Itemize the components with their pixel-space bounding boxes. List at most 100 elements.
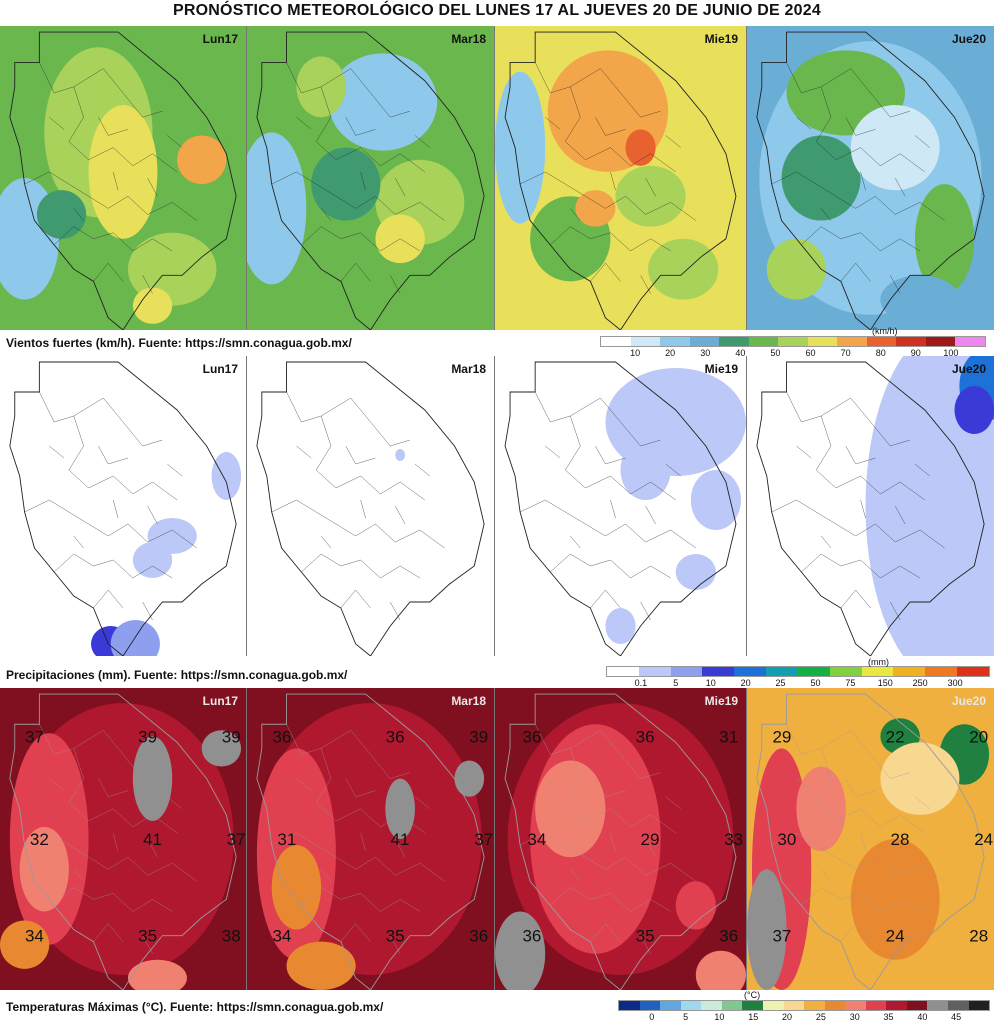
legend-tick-label: 100 — [943, 348, 959, 358]
precip-color-bar — [606, 666, 990, 677]
legend-swatch — [957, 667, 989, 676]
map-canvas — [747, 26, 994, 330]
temp-value-label: 39 — [222, 727, 241, 746]
map-canvas — [495, 356, 746, 656]
legend-swatch — [807, 337, 838, 346]
legend-tick-label: 150 — [877, 678, 893, 688]
temp-value-label: 35 — [386, 927, 405, 946]
legend-tick-label: 45 — [951, 1012, 962, 1022]
legend-swatch — [837, 337, 867, 346]
legend-swatch — [955, 337, 985, 346]
temp-value-label: 28 — [891, 830, 910, 849]
temp-value-label: 37 — [25, 727, 44, 746]
temp-value-label: 34 — [25, 927, 44, 946]
temp-caption: Temperaturas Máximas (°C). Fuente: https… — [6, 1000, 384, 1014]
temp-legend: (°C) 0 5 10 15 20 25 30 35 40 45 — [618, 990, 990, 1023]
temp-value-label: 41 — [143, 830, 162, 849]
legend-swatch — [804, 1001, 825, 1010]
temp-value-label: 29 — [641, 830, 660, 849]
temp-map-mie19: Mie19 36 36 31 34 29 33 36 35 36 — [495, 688, 747, 990]
legend-tick-label: 40 — [735, 348, 746, 358]
legend-swatch — [702, 667, 735, 676]
temp-value-label: 35 — [138, 927, 157, 946]
temp-value-label: 39 — [138, 727, 157, 746]
temp-value-label: 31 — [719, 727, 738, 746]
legend-tick-label: 20 — [740, 678, 751, 688]
legend-tick-label: 70 — [840, 348, 851, 358]
precip-ticks: 0.1 5 10 20 25 50 75 150 250 300 — [606, 677, 990, 689]
temp-label-layer: 36 36 39 31 41 37 34 35 36 — [272, 727, 493, 946]
temp-value-label: 36 — [386, 727, 405, 746]
legend-swatch — [630, 337, 661, 346]
legend-tick-label: 60 — [805, 348, 816, 358]
legend-swatch — [601, 337, 631, 346]
legend-tick-label: 30 — [849, 1012, 860, 1022]
legend-tick-label: 20 — [665, 348, 676, 358]
temp-ticks: 0 5 10 15 20 25 30 35 40 45 — [618, 1011, 990, 1023]
precip-unit: (mm) — [868, 657, 889, 667]
legend-swatch — [845, 1001, 866, 1010]
temp-value-label: 36 — [636, 727, 655, 746]
legend-swatch — [660, 337, 690, 346]
temp-map-jue20: Jue20 29 22 20 30 28 24 37 24 28 — [747, 688, 994, 990]
temp-value-label: 36 — [522, 727, 541, 746]
legend-swatch — [896, 337, 926, 346]
legend-swatch — [721, 1001, 743, 1010]
legend-tick-label: 300 — [947, 678, 963, 688]
legend-swatch — [742, 1001, 763, 1010]
wind-legend: (km/h) 10 20 30 40 50 60 70 80 90 100 — [600, 326, 986, 359]
wind-caption: Vientos fuertes (km/h). Fuente: https://… — [6, 336, 352, 350]
legend-tick-label: 10 — [630, 348, 641, 358]
wind-map-mar18: Mar18 — [247, 26, 495, 330]
legend-swatch — [925, 337, 956, 346]
temp-value-label: 38 — [222, 927, 241, 946]
day-label: Lun17 — [202, 32, 238, 46]
day-label: Mie19 — [704, 362, 738, 376]
legend-tick-label: 5 — [673, 678, 679, 688]
temp-value-label: 36 — [469, 927, 488, 946]
temp-value-label: 33 — [724, 830, 743, 849]
legend-tick-label: 90 — [910, 348, 921, 358]
legend-swatch — [797, 667, 830, 676]
legend-swatch — [680, 1001, 702, 1010]
legend-swatch — [607, 667, 639, 676]
legend-swatch — [948, 1001, 969, 1010]
legend-tick-label: 250 — [912, 678, 928, 688]
legend-tick-label: 25 — [815, 1012, 826, 1022]
legend-tick-label: 25 — [775, 678, 786, 688]
legend-swatch — [734, 667, 767, 676]
day-label: Jue20 — [951, 362, 986, 376]
map-canvas — [247, 26, 494, 330]
wind-unit: (km/h) — [872, 326, 898, 336]
temp-value-label: 36 — [522, 927, 541, 946]
legend-tick-label: 5 — [683, 1012, 689, 1022]
legend-tick-label: 75 — [845, 678, 856, 688]
precip-map-jue20: Jue20 — [747, 356, 994, 656]
map-canvas — [747, 688, 994, 990]
wind-map-lun17: Lun17 — [0, 26, 247, 330]
map-canvas — [247, 688, 494, 990]
temp-value-label: 37 — [227, 830, 246, 849]
legend-swatch — [719, 337, 749, 346]
temp-label-layer: 29 22 20 30 28 24 37 24 28 — [772, 727, 993, 946]
legend-tick-label: 50 — [770, 348, 781, 358]
legend-swatch — [829, 667, 862, 676]
temp-value-label: 34 — [527, 830, 546, 849]
precip-map-mie19: Mie19 — [495, 356, 747, 656]
temp-value-label: 37 — [772, 927, 791, 946]
temp-value-label: 37 — [474, 830, 493, 849]
legend-tick-label: 0.1 — [634, 678, 648, 688]
temp-value-label: 29 — [772, 727, 791, 746]
wind-map-mie19: Mie19 — [495, 26, 747, 330]
day-label: Mar18 — [451, 694, 486, 708]
temp-value-label: 39 — [469, 727, 488, 746]
day-label: Mie19 — [704, 32, 738, 46]
legend-swatch — [783, 1001, 805, 1010]
temp-value-label: 35 — [636, 927, 655, 946]
temp-map-mar18: Mar18 36 36 39 31 41 37 34 35 36 — [247, 688, 495, 990]
legend-swatch — [748, 337, 779, 346]
wind-row: Lun17 Mar18 Mie19 Jue20 — [0, 26, 994, 330]
legend-tick-label: 15 — [748, 1012, 759, 1022]
temp-value-label: 22 — [886, 727, 905, 746]
legend-swatch — [639, 1001, 661, 1010]
